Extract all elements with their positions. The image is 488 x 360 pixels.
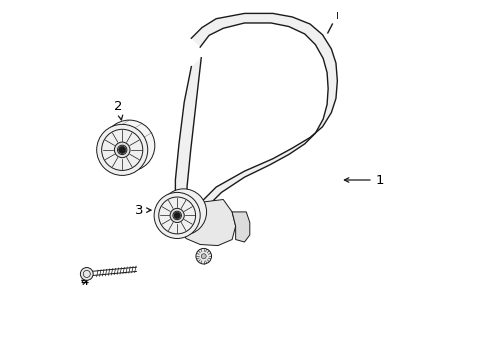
Circle shape xyxy=(119,146,125,153)
Polygon shape xyxy=(175,13,337,227)
Circle shape xyxy=(154,192,200,238)
Circle shape xyxy=(196,248,211,264)
Circle shape xyxy=(201,254,206,259)
Circle shape xyxy=(97,124,147,175)
Circle shape xyxy=(160,189,206,235)
Circle shape xyxy=(114,142,130,158)
Text: 2: 2 xyxy=(114,100,122,120)
Circle shape xyxy=(80,267,93,280)
Text: 4: 4 xyxy=(80,275,88,288)
Circle shape xyxy=(170,208,184,222)
Text: 1: 1 xyxy=(344,174,384,186)
Text: 3: 3 xyxy=(135,204,151,217)
Circle shape xyxy=(174,212,180,219)
Polygon shape xyxy=(181,199,235,246)
Polygon shape xyxy=(232,212,249,242)
Circle shape xyxy=(103,120,155,171)
